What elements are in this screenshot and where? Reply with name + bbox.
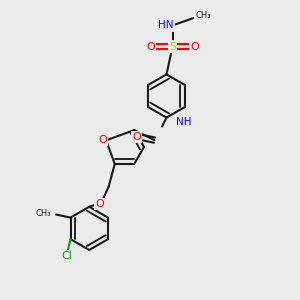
- Text: O: O: [132, 132, 141, 142]
- Text: O: O: [98, 135, 107, 145]
- Text: O: O: [146, 41, 155, 52]
- Text: CH₃: CH₃: [35, 209, 51, 218]
- Text: HN: HN: [158, 20, 174, 31]
- Text: S: S: [169, 41, 176, 52]
- Text: O: O: [190, 41, 199, 52]
- Text: Cl: Cl: [61, 251, 72, 261]
- Text: O: O: [95, 200, 104, 209]
- Text: NH: NH: [176, 117, 192, 127]
- Text: CH₃: CH₃: [195, 11, 211, 20]
